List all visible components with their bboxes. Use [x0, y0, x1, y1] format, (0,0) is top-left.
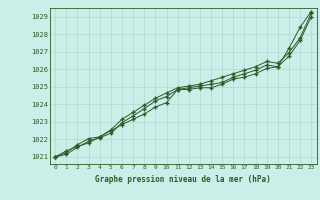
X-axis label: Graphe pression niveau de la mer (hPa): Graphe pression niveau de la mer (hPa) [95, 175, 271, 184]
